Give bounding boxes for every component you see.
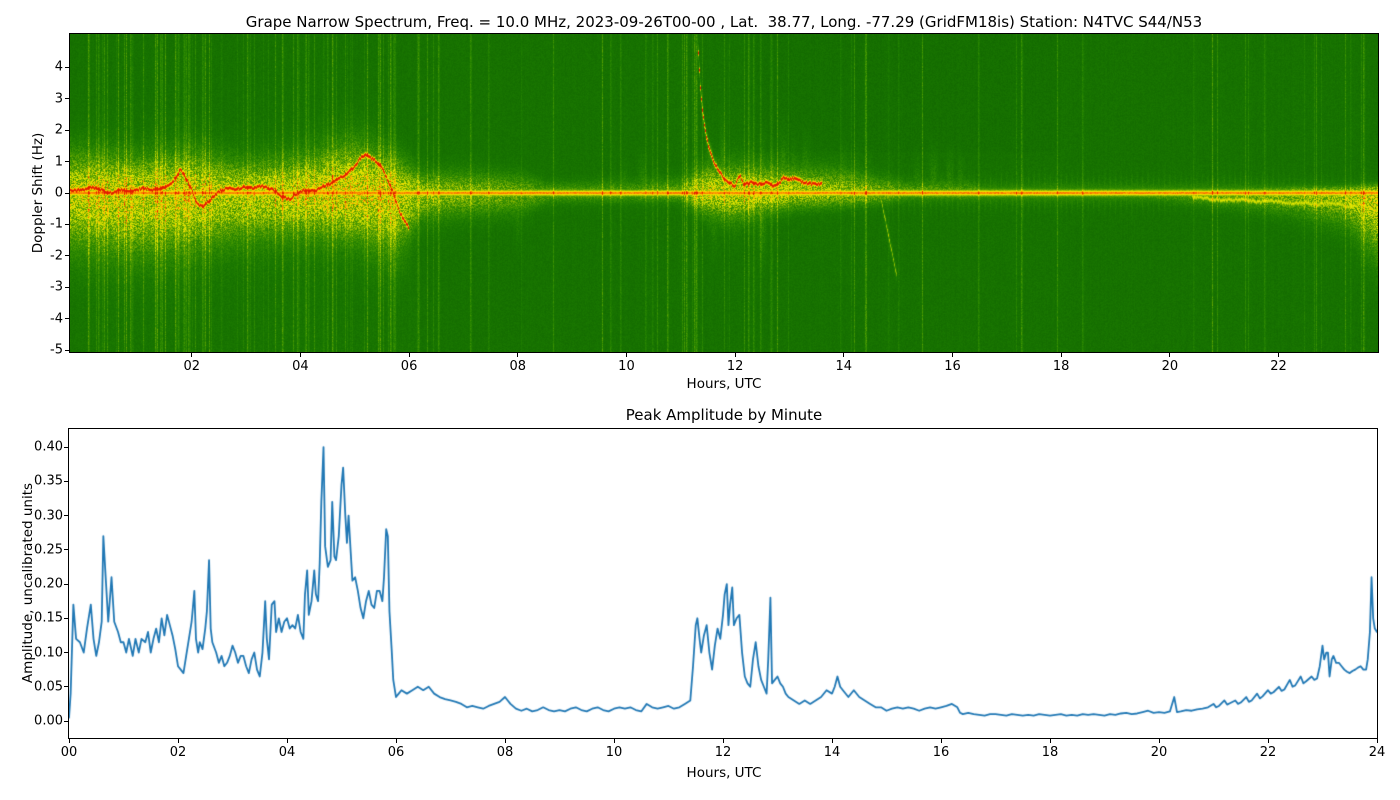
amplitude-y-tick-label: 0.15 bbox=[34, 610, 63, 626]
amplitude-x-tick-label: 16 bbox=[932, 745, 950, 760]
amplitude-y-tick-mark bbox=[64, 686, 68, 688]
amplitude-y-tick-label: 0.00 bbox=[34, 713, 63, 729]
amplitude-y-tick-label: 0.40 bbox=[34, 439, 63, 455]
amplitude-x-tick-mark bbox=[177, 739, 179, 743]
amplitude-x-tick-mark bbox=[1376, 739, 1378, 743]
amplitude-y-tick-mark bbox=[64, 652, 68, 654]
spectrogram-x-tick-label: 14 bbox=[835, 359, 853, 374]
spectrogram-x-tick-mark bbox=[1060, 353, 1062, 357]
amplitude-x-tick-label: 02 bbox=[169, 745, 187, 760]
amplitude-y-tick-label: 0.10 bbox=[34, 645, 63, 661]
spectrogram-x-tick-label: 02 bbox=[183, 359, 200, 374]
spectrogram-y-tick-mark bbox=[65, 286, 69, 288]
amplitude-x-tick-label: 14 bbox=[823, 745, 841, 760]
amplitude-plot-area bbox=[68, 428, 1378, 739]
amplitude-x-tick-mark bbox=[504, 739, 506, 743]
spectrogram-x-tick-mark bbox=[517, 353, 519, 357]
spectrogram-y-tick-mark bbox=[65, 129, 69, 131]
amplitude-x-tick-label: 04 bbox=[278, 745, 296, 760]
spectrogram-y-tick-label: -2 bbox=[50, 248, 63, 264]
amplitude-x-tick-label: 12 bbox=[714, 745, 732, 760]
amplitude-xlabel: Hours, UTC bbox=[686, 765, 762, 781]
amplitude-y-tick-mark bbox=[64, 720, 68, 722]
spectrogram-x-tick-mark bbox=[1169, 353, 1171, 357]
amplitude-x-tick-label: 20 bbox=[1150, 745, 1168, 760]
amplitude-x-tick-mark bbox=[940, 739, 942, 743]
spectrogram-y-tick-label: -4 bbox=[50, 311, 63, 327]
spectrogram-y-tick-mark bbox=[65, 349, 69, 351]
spectrogram-xlabel: Hours, UTC bbox=[686, 376, 762, 392]
amplitude-x-tick-label: 08 bbox=[496, 745, 514, 760]
spectrogram-x-tick-label: 22 bbox=[1270, 359, 1287, 374]
amplitude-y-tick-mark bbox=[64, 617, 68, 619]
spectrogram-y-tick-label: 3 bbox=[54, 91, 63, 107]
spectrogram-y-tick-label: 1 bbox=[54, 154, 63, 169]
spectrogram-x-tick-mark bbox=[408, 353, 410, 357]
amplitude-y-tick-mark bbox=[64, 446, 68, 448]
spectrogram-x-tick-mark bbox=[191, 353, 193, 357]
amplitude-y-tick-mark bbox=[64, 549, 68, 551]
spectrogram-y-tick-mark bbox=[65, 98, 69, 100]
spectrogram-canvas bbox=[70, 34, 1378, 352]
amplitude-y-tick-label: 0.30 bbox=[34, 508, 63, 524]
amplitude-x-tick-mark bbox=[831, 739, 833, 743]
amplitude-y-tick-mark bbox=[64, 583, 68, 585]
spectrogram-y-tick-label: 4 bbox=[54, 59, 63, 75]
spectrogram-y-tick-mark bbox=[65, 161, 69, 162]
spectrogram-x-tick-label: 18 bbox=[1052, 359, 1070, 374]
amplitude-x-tick-label: 00 bbox=[60, 745, 78, 760]
spectrogram-x-tick-mark bbox=[625, 353, 627, 357]
amplitude-title: Peak Amplitude by Minute bbox=[625, 406, 823, 424]
spectrogram-x-tick-label: 10 bbox=[618, 359, 635, 374]
amplitude-y-tick-label: 0.05 bbox=[34, 679, 63, 695]
amplitude-y-tick-mark bbox=[64, 515, 68, 517]
spectrogram-x-tick-label: 20 bbox=[1161, 359, 1179, 374]
spectrogram-y-tick-mark bbox=[65, 223, 69, 225]
amplitude-x-tick-mark bbox=[722, 739, 724, 743]
spectrogram-x-tick-label: 06 bbox=[400, 359, 418, 374]
spectrogram-title: Grape Narrow Spectrum, Freq. = 10.0 MHz,… bbox=[245, 13, 1203, 31]
spectrogram-x-tick-mark bbox=[952, 353, 953, 357]
spectrogram-plot-area bbox=[69, 33, 1379, 353]
amplitude-x-tick-label: 10 bbox=[605, 745, 623, 760]
amplitude-line-canvas bbox=[69, 429, 1377, 738]
spectrogram-x-tick-label: 16 bbox=[944, 359, 961, 374]
spectrogram-y-tick-mark bbox=[65, 192, 69, 194]
spectrogram-x-tick-mark bbox=[843, 353, 845, 357]
amplitude-x-tick-mark bbox=[395, 739, 397, 743]
spectrogram-y-tick-mark bbox=[65, 255, 69, 257]
amplitude-x-tick-mark bbox=[1267, 739, 1269, 743]
amplitude-x-tick-mark bbox=[1158, 739, 1160, 743]
spectrogram-x-tick-label: 12 bbox=[726, 359, 744, 374]
amplitude-y-tick-label: 0.35 bbox=[34, 473, 63, 489]
spectrogram-y-tick-label: 0 bbox=[54, 185, 63, 201]
spectrogram-y-tick-label: -3 bbox=[50, 279, 63, 295]
spectrogram-x-tick-mark bbox=[1278, 353, 1280, 357]
spectrogram-y-tick-label: -5 bbox=[50, 342, 63, 358]
amplitude-x-tick-mark bbox=[1049, 739, 1051, 743]
amplitude-y-tick-label: 0.20 bbox=[34, 576, 63, 592]
amplitude-x-tick-mark bbox=[613, 739, 615, 743]
spectrogram-y-tick-mark bbox=[65, 66, 69, 68]
amplitude-x-tick-label: 24 bbox=[1368, 745, 1386, 760]
amplitude-x-tick-mark bbox=[68, 739, 70, 743]
amplitude-x-tick-label: 22 bbox=[1259, 745, 1277, 760]
amplitude-x-tick-mark bbox=[286, 739, 288, 743]
spectrogram-x-tick-mark bbox=[299, 353, 301, 357]
spectrogram-x-tick-mark bbox=[734, 353, 736, 357]
spectrogram-y-tick-label: 2 bbox=[54, 122, 63, 138]
amplitude-y-tick-mark bbox=[64, 480, 68, 482]
spectrogram-x-tick-label: 04 bbox=[292, 359, 309, 374]
amplitude-x-tick-label: 06 bbox=[387, 745, 405, 760]
amplitude-x-tick-label: 18 bbox=[1041, 745, 1059, 760]
spectrogram-x-tick-label: 08 bbox=[509, 359, 527, 374]
spectrogram-y-tick-label: -1 bbox=[50, 216, 63, 232]
amplitude-y-tick-label: 0.25 bbox=[34, 542, 63, 558]
spectrogram-y-tick-mark bbox=[65, 318, 69, 320]
